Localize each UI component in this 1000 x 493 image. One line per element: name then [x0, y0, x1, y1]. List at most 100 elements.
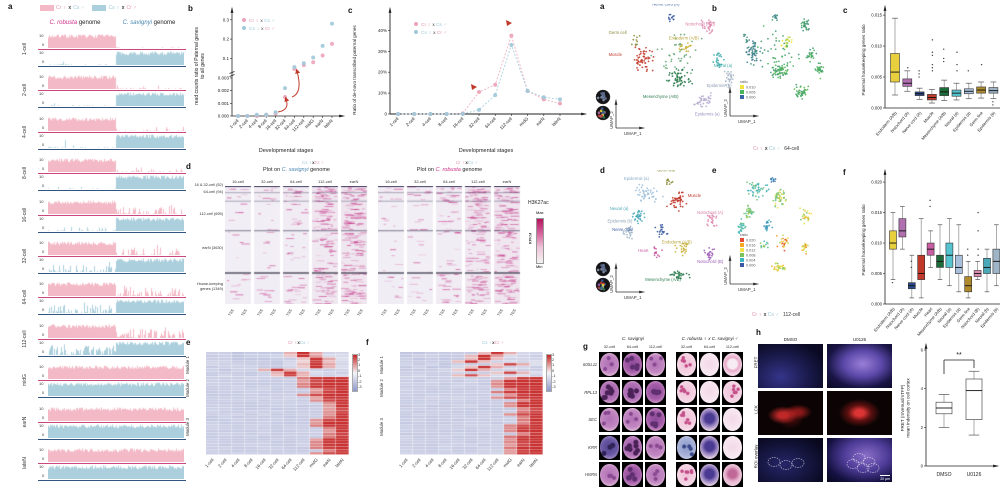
- svg-text:0: 0: [384, 112, 387, 117]
- svg-text:Muscle: Muscle: [688, 193, 702, 198]
- svg-text:0: 0: [921, 464, 924, 469]
- axis-max: 10: [39, 381, 44, 387]
- svg-text:earN: earN: [314, 118, 324, 128]
- g-embryo-circle: [700, 463, 719, 487]
- svg-text:TSS: TSS: [315, 308, 322, 317]
- embryo-schematic-64: [595, 89, 611, 121]
- panel-label-ra: a: [600, 2, 605, 11]
- panel-label-rf: f: [843, 168, 846, 177]
- d-left-title: Plot on C. savignyi genome: [263, 167, 330, 173]
- stage-label: 32-cell: [22, 248, 28, 264]
- legend-item-crcs: Cr ♀ x Cs ♂: [40, 5, 84, 11]
- svg-text:earN: earN: [516, 457, 526, 467]
- d-heatmap-robusta: [378, 186, 521, 304]
- svg-text:Muscle: Muscle: [609, 52, 623, 57]
- coverage-canvas: [48, 447, 184, 462]
- axis-min: 0: [42, 390, 45, 396]
- svg-text:0.003: 0.003: [218, 76, 230, 81]
- savignyi-genome-title: C. savignyi genome: [122, 20, 176, 26]
- blue-swatch: [92, 5, 107, 11]
- axis-min: 0: [42, 348, 45, 354]
- panel-rc-hk-boxplot-64: c 0.000 0.005 0.010 0.015 Paternal housekeep…: [843, 0, 1000, 164]
- g-insitu-tile: [622, 352, 643, 377]
- axis-min: 0: [42, 59, 45, 64]
- d-tss-tes-labels: TSS TES TSS TES TSS TES TSS TES TSS TES TSS TES TSS T…: [228, 308, 517, 317]
- g-insitu-tile: [622, 379, 643, 405]
- coverage-track: 10 0: [38, 406, 186, 423]
- colorbar-units: RPKM: [527, 232, 533, 245]
- g-insitu-tile: [699, 407, 720, 433]
- hk-ratio-64-boxplot: 0.000 0.005 0.010 0.015 Paternal housekeepin…: [861, 4, 1000, 141]
- svg-text:Neural (a): Neural (a): [610, 206, 629, 211]
- coverage-canvas: [48, 175, 184, 190]
- svg-text:Germ cell: Germ cell: [609, 30, 627, 35]
- g-gene-label: SEC: [588, 417, 597, 423]
- svg-text:Cs ♀ x Cr ♂: Cs ♀ x Cr ♂: [421, 30, 447, 36]
- g-insitu-tile: [699, 352, 720, 377]
- ef-colorbar-tick: 1: [358, 362, 361, 368]
- svg-text:0.000: 0.000: [871, 302, 882, 307]
- d-row-group-label: 112-cell (695): [199, 211, 224, 216]
- axis-max: 10: [39, 405, 44, 411]
- svg-text:Cr ♀ x Cs ♂: Cr ♀ x Cs ♂: [421, 22, 447, 28]
- svg-text:Paternal housekeeping genes ra: Paternal housekeeping genes ratio: [861, 204, 866, 275]
- svg-text:Mesenchyme (A/B): Mesenchyme (A/B): [643, 94, 679, 99]
- stage-group-8-cell: 8-cell 10 0 10 0: [22, 157, 186, 192]
- colorbar-min: Min: [536, 264, 543, 269]
- g-embryo-circle: [600, 353, 619, 376]
- d-col-header: 112-cell: [318, 179, 332, 184]
- d-col-header: 64-cell: [290, 179, 302, 184]
- panel-label-g: g: [583, 342, 588, 351]
- stage-label: 112-cell: [22, 330, 28, 348]
- svg-text:0.010: 0.010: [871, 241, 882, 246]
- svg-text:4-cell: 4-cell: [424, 457, 435, 468]
- svg-text:0.3: 0.3: [223, 17, 230, 22]
- h-image-tile: [827, 344, 892, 388]
- svg-text:TSS: TSS: [286, 308, 293, 317]
- axis-max: 10: [39, 322, 44, 328]
- svg-text:Epidermis (b): Epidermis (b): [607, 219, 633, 224]
- svg-text:Cs ♀ x Cr ♂: Cs ♀ x Cr ♂: [249, 26, 275, 32]
- panel-label-h: h: [756, 328, 761, 337]
- ef-colorbar-tick: -3: [552, 383, 556, 389]
- panel-label-re: e: [712, 166, 717, 175]
- g-embryo-circle: [646, 463, 665, 487]
- svg-text:UMAP_1: UMAP_1: [624, 131, 642, 136]
- svg-text:TES: TES: [510, 308, 517, 317]
- coverage-canvas: [48, 216, 184, 231]
- g-insitu-tile: [722, 434, 743, 460]
- g-embryo-circle: [700, 380, 719, 404]
- stage-group-lateN: lateN 10 0 10 0: [22, 447, 186, 481]
- axis-max: 10: [39, 115, 44, 121]
- g-group1-title: C. savignyi: [621, 336, 644, 341]
- g-insitu-tile: [622, 434, 643, 460]
- svg-text:UMAP_1: UMAP_1: [738, 287, 756, 292]
- svg-text:Muscle: Muscle: [912, 306, 925, 320]
- axis-min: 0: [42, 166, 45, 172]
- svg-text:8-cell: 8-cell: [437, 116, 448, 127]
- svg-text:8-cell: 8-cell: [243, 457, 254, 468]
- svg-text:0.016: 0.016: [746, 244, 756, 248]
- svg-text:UMAP_1: UMAP_1: [624, 295, 642, 300]
- f-legend: Cs ♀xCr ♂: [482, 340, 505, 345]
- svg-text:TSS: TSS: [381, 308, 388, 317]
- ef-colorbar: [352, 354, 358, 392]
- svg-text:0.005: 0.005: [746, 91, 756, 95]
- svg-text:**: **: [956, 352, 962, 359]
- svg-text:2: 2: [921, 425, 924, 430]
- g-gene-label: KRR: [588, 444, 597, 450]
- ef-colorbar-tick: 3: [552, 351, 555, 357]
- robusta-genome-title: C. robusta genome: [49, 20, 101, 26]
- coverage-track: 10 0: [38, 116, 186, 133]
- svg-text:4-cell: 4-cell: [247, 118, 258, 129]
- legend-cs2: Cs ♀: [108, 5, 120, 11]
- scale-bar: [880, 475, 890, 476]
- g-insitu-tile: [722, 462, 743, 488]
- svg-text:ratio: ratio: [740, 232, 749, 237]
- svg-text:read counts ratio of Paternal: read counts ratio of Paternal genesto al…: [194, 27, 206, 105]
- d-right-legend: Cr ♀xCs ♂: [456, 160, 479, 165]
- svg-text:0.005: 0.005: [871, 75, 882, 80]
- svg-text:8-cell: 8-cell: [437, 457, 448, 468]
- g-embryo-circle: [723, 380, 742, 404]
